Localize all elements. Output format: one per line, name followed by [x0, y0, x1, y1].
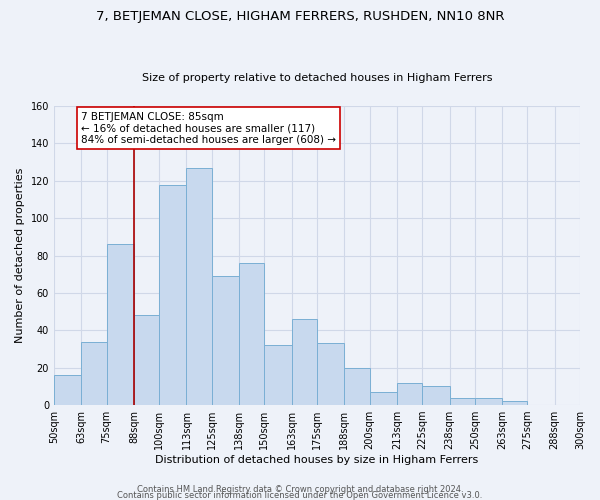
X-axis label: Distribution of detached houses by size in Higham Ferrers: Distribution of detached houses by size …	[155, 455, 479, 465]
Bar	[187, 168, 212, 405]
Bar	[212, 276, 239, 405]
Title: Size of property relative to detached houses in Higham Ferrers: Size of property relative to detached ho…	[142, 73, 492, 83]
Bar	[370, 392, 397, 405]
Bar	[107, 244, 134, 405]
Bar	[475, 398, 502, 405]
Bar	[502, 402, 527, 405]
Bar	[344, 368, 370, 405]
Bar	[422, 386, 449, 405]
Bar	[397, 382, 422, 405]
Bar	[317, 344, 344, 405]
Bar	[239, 263, 265, 405]
Bar	[54, 375, 81, 405]
Bar	[265, 346, 292, 405]
Bar	[449, 398, 475, 405]
Text: Contains public sector information licensed under the Open Government Licence v3: Contains public sector information licen…	[118, 490, 482, 500]
Y-axis label: Number of detached properties: Number of detached properties	[15, 168, 25, 343]
Text: 7, BETJEMAN CLOSE, HIGHAM FERRERS, RUSHDEN, NN10 8NR: 7, BETJEMAN CLOSE, HIGHAM FERRERS, RUSHD…	[96, 10, 504, 23]
Bar	[159, 184, 187, 405]
Bar	[292, 319, 317, 405]
Text: Contains HM Land Registry data © Crown copyright and database right 2024.: Contains HM Land Registry data © Crown c…	[137, 484, 463, 494]
Bar	[81, 342, 107, 405]
Text: 7 BETJEMAN CLOSE: 85sqm
← 16% of detached houses are smaller (117)
84% of semi-d: 7 BETJEMAN CLOSE: 85sqm ← 16% of detache…	[81, 112, 336, 145]
Bar	[134, 316, 159, 405]
